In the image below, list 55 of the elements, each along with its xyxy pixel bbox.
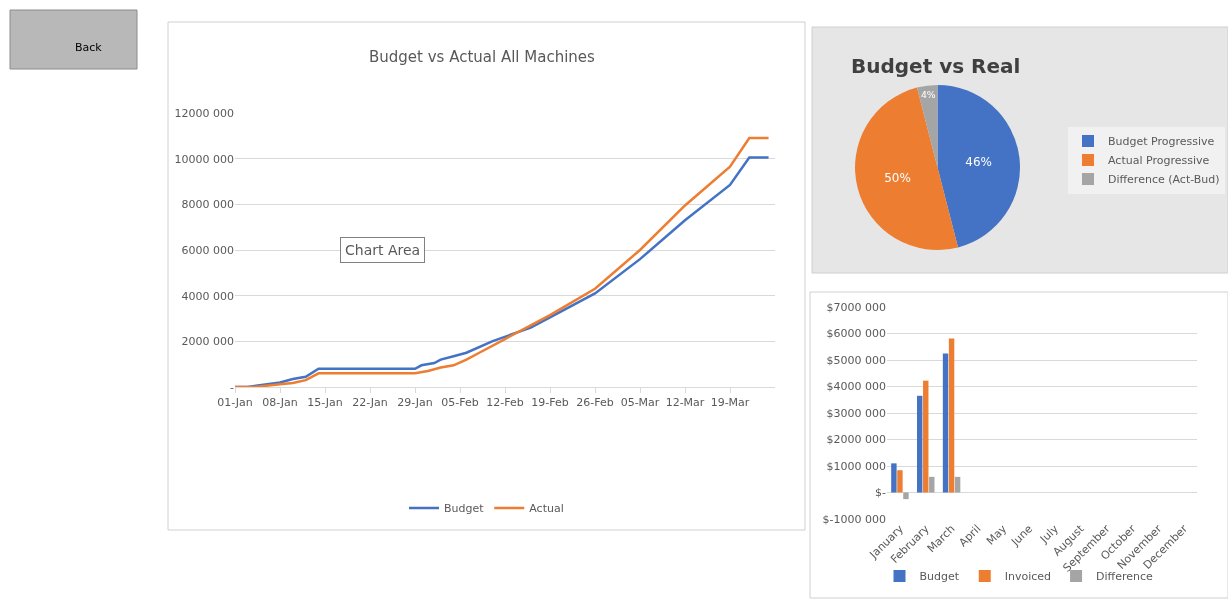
y-tick-label: 8000 000 bbox=[181, 198, 234, 212]
text: Back bbox=[75, 41, 103, 54]
data-label: 46% bbox=[965, 155, 992, 170]
annotation: Chart Area bbox=[345, 242, 421, 258]
legend-label: Budget Progressive bbox=[1108, 135, 1215, 149]
pie-slice bbox=[916, 85, 938, 168]
data-label: 50% bbox=[884, 170, 911, 185]
y-tick-label: 12000 000 bbox=[174, 106, 234, 120]
legend-label: Budget bbox=[444, 502, 485, 516]
pie-slice bbox=[855, 87, 959, 250]
x-tick-label: 12-Mar bbox=[665, 396, 705, 410]
y-tick-label: $- bbox=[875, 486, 887, 500]
pie-slice bbox=[937, 85, 1020, 248]
bar bbox=[917, 395, 923, 493]
bar bbox=[891, 463, 897, 493]
x-tick-label: 05-Feb bbox=[441, 396, 479, 410]
legend-label: Budget bbox=[919, 570, 960, 584]
x-tick-label: 19-Feb bbox=[531, 396, 569, 410]
y-tick-label: - bbox=[230, 380, 235, 394]
bar bbox=[954, 476, 961, 493]
legend-label: Invoiced bbox=[1004, 570, 1052, 584]
y-tick-label: 6000 000 bbox=[181, 243, 234, 257]
bar bbox=[929, 476, 935, 493]
x-tick-label: 01-Jan bbox=[217, 396, 253, 410]
y-tick-label: 10000 000 bbox=[174, 152, 234, 166]
bar bbox=[923, 380, 929, 493]
y-tick-label: $4000 000 bbox=[826, 380, 886, 394]
y-tick-label: 2000 000 bbox=[181, 335, 234, 349]
x-tick-label: 26-Feb bbox=[576, 396, 614, 410]
legend-label: Difference (Act-Bud) bbox=[1108, 173, 1220, 187]
x-tick-label: 08-Jan bbox=[262, 396, 298, 410]
y-tick-label: $2000 000 bbox=[826, 433, 886, 447]
legend-label: Actual Progressive bbox=[1108, 154, 1210, 168]
y-tick-label: $1000 000 bbox=[826, 459, 886, 473]
data-label: 4% bbox=[920, 88, 936, 100]
bar bbox=[948, 338, 955, 493]
x-tick-label: 12-Feb bbox=[486, 396, 524, 410]
legend-label: Difference bbox=[1096, 570, 1153, 584]
bar bbox=[903, 492, 909, 500]
bar bbox=[897, 470, 903, 493]
x-tick-label: 22-Jan bbox=[352, 396, 388, 410]
chart-title: Budget vs Real bbox=[851, 54, 1021, 78]
x-tick-label: 05-Mar bbox=[620, 396, 660, 410]
y-tick-label: 4000 000 bbox=[181, 289, 234, 303]
y-tick-label: $-1000 000 bbox=[822, 512, 886, 526]
y-tick-label: $5000 000 bbox=[826, 353, 886, 367]
x-tick-label: 15-Jan bbox=[307, 396, 343, 410]
x-tick-label: 29-Jan bbox=[397, 396, 433, 410]
chart-title: Budget vs Actual All Machines bbox=[369, 48, 596, 66]
bar bbox=[942, 353, 949, 493]
legend-label: Actual bbox=[529, 502, 564, 516]
y-tick-label: $3000 000 bbox=[826, 406, 886, 420]
y-tick-label: $6000 000 bbox=[826, 327, 886, 341]
y-tick-label: $7000 000 bbox=[826, 300, 886, 314]
x-tick-label: 19-Mar bbox=[710, 396, 750, 410]
